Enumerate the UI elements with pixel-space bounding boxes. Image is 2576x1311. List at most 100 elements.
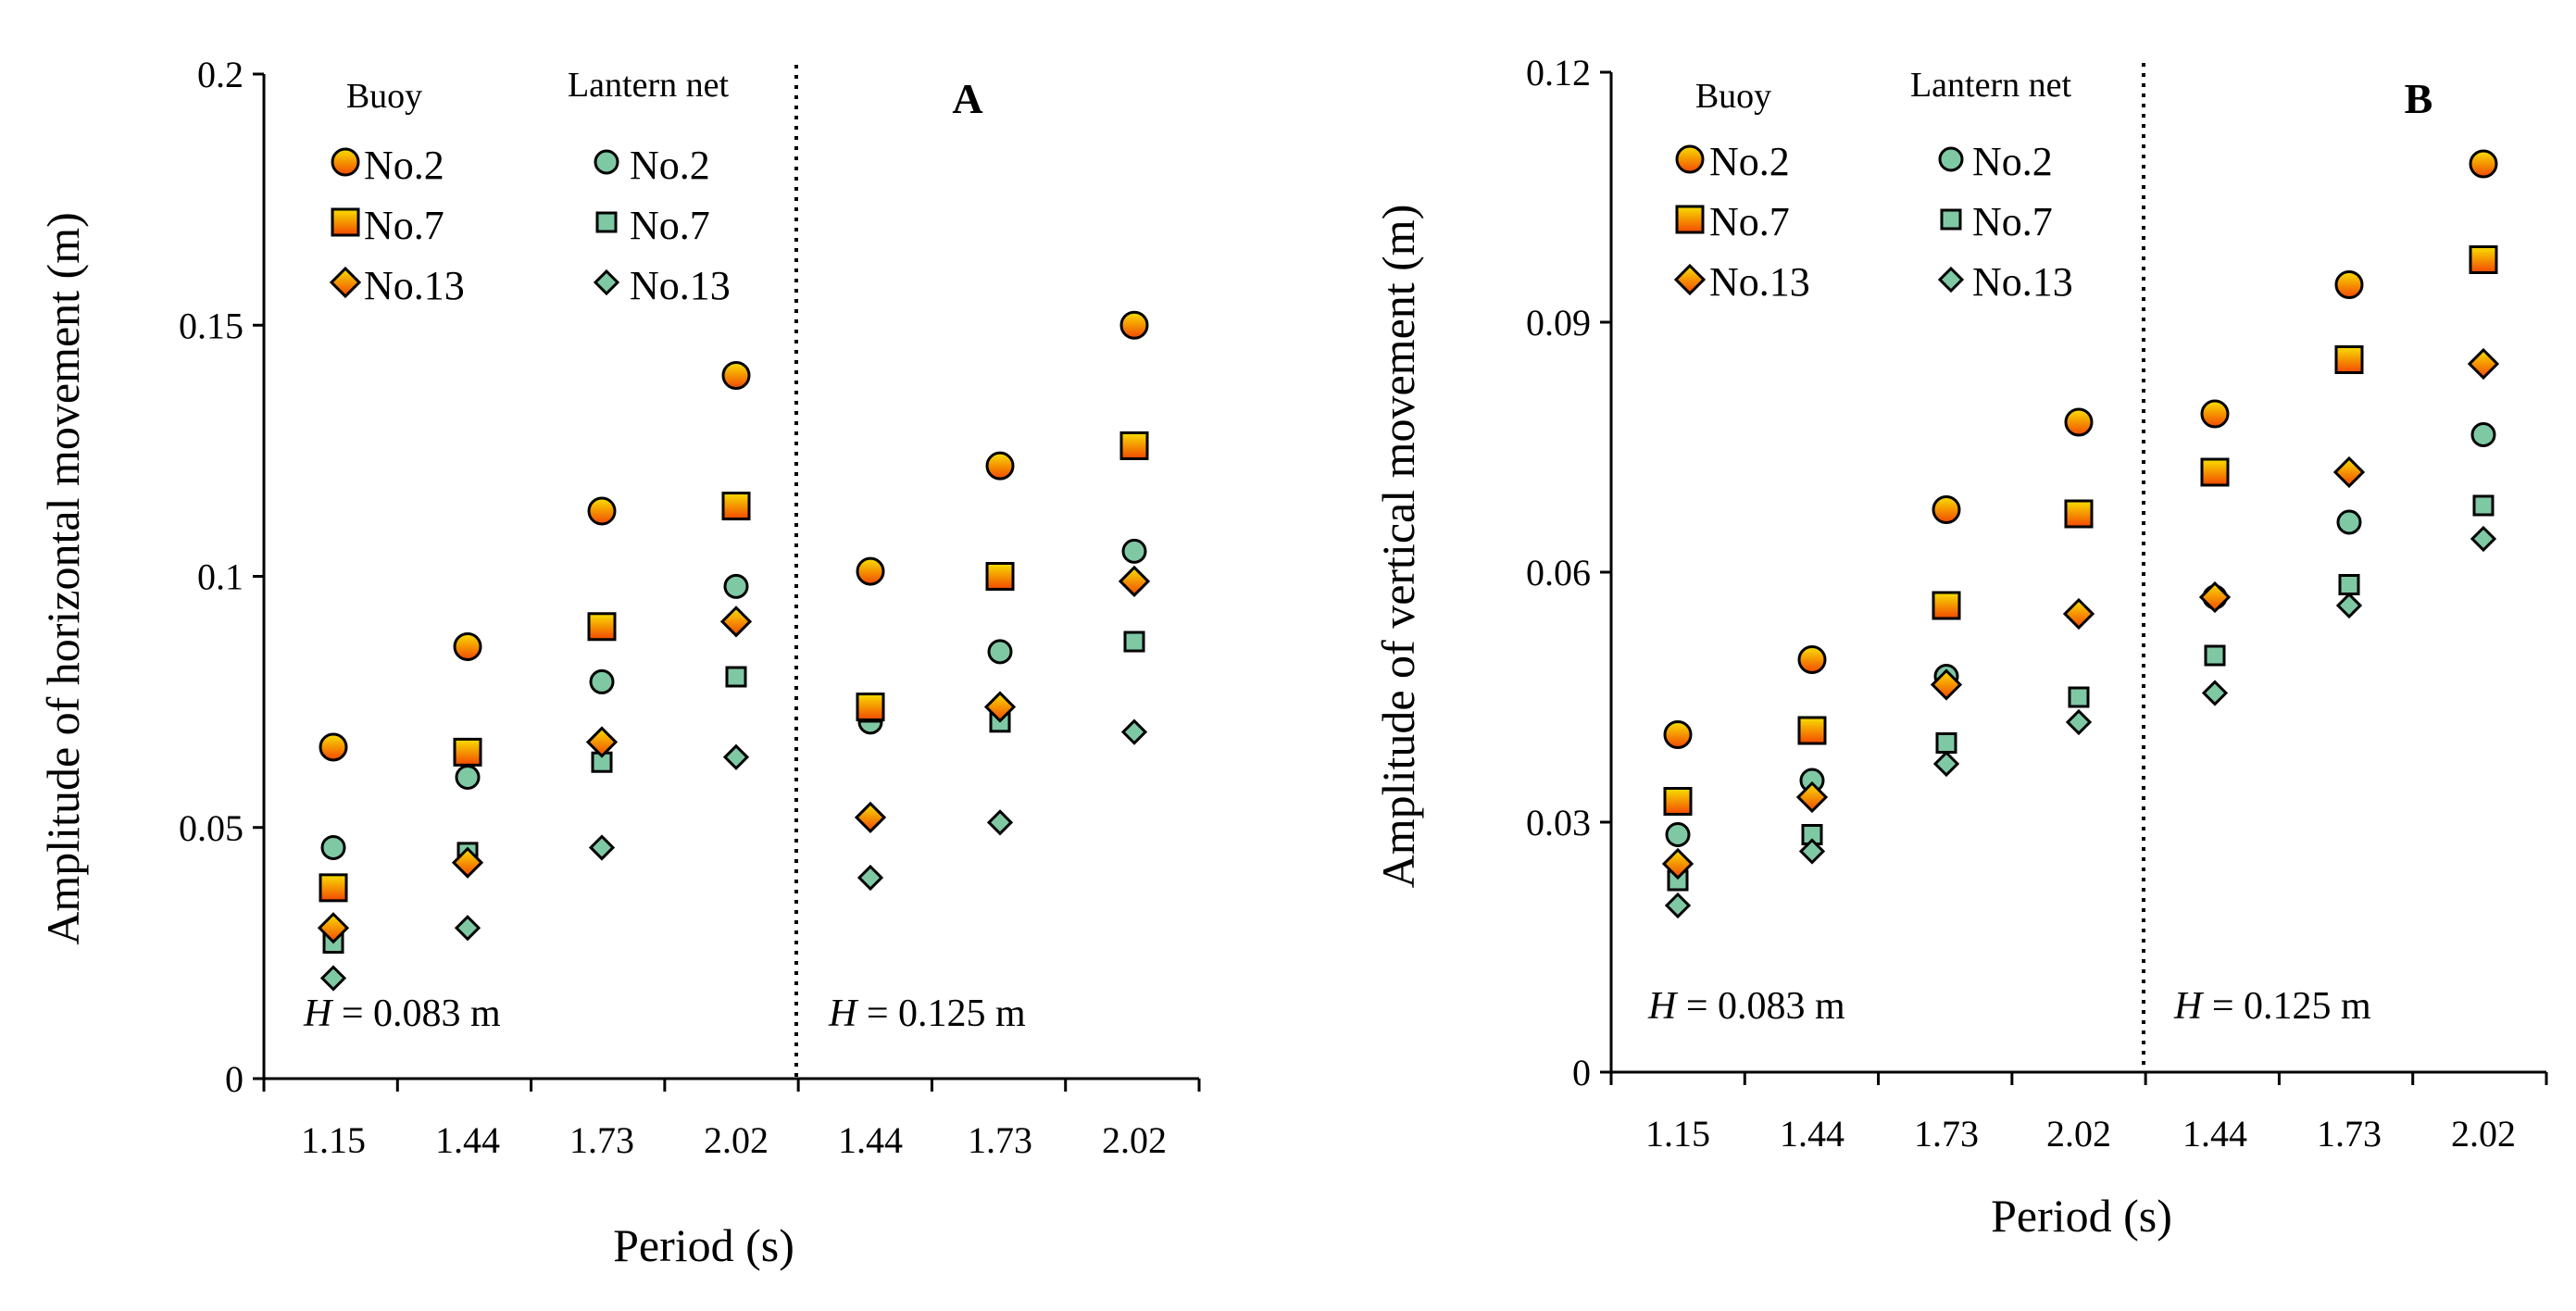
panel-b-y-axis-title: Amplitude of vertical movement (m) xyxy=(1372,205,1424,889)
panel-a-series-buoy-circle xyxy=(319,310,1149,762)
panel-b-point-lantern-square xyxy=(2068,686,2090,708)
panel-a-y-tick-label: 0.15 xyxy=(179,305,244,346)
panel-a-x-tick-label: 1.44 xyxy=(838,1119,903,1161)
panel-a-point-buoy-circle xyxy=(856,556,885,586)
panel-a-point-lantern-circle xyxy=(1121,538,1147,564)
panel-a-x-tick-label: 1.73 xyxy=(968,1119,1032,1161)
panel-b-point-buoy-circle xyxy=(2334,270,2364,299)
panel-a-point-buoy-circle xyxy=(453,631,482,661)
panel-b-x-tick-label: 1.44 xyxy=(2182,1113,2247,1155)
panel-a-condition-2-label: H = 0.125 m xyxy=(828,993,1026,1035)
panel-b-point-lantern-diamond xyxy=(2201,680,2229,706)
panel-b-legend-marker-lantern-square xyxy=(1940,208,1962,231)
panel-a-legend-marker-lantern-circle xyxy=(594,149,619,175)
panel-a-point-lantern-diamond xyxy=(986,809,1014,836)
panel-b-point-lantern-square xyxy=(2204,644,2226,667)
panel-a-point-buoy-square xyxy=(721,492,751,521)
panel-b-legend: No.2 No.7 No.13 No.2 No.7 No.13 xyxy=(1673,139,2073,305)
panel-a-point-lantern-circle xyxy=(320,834,346,860)
panel-a-point-buoy-circle xyxy=(985,451,1015,481)
panel-b-point-lantern-square xyxy=(2338,574,2360,595)
panel-b-point-lantern-square xyxy=(2472,494,2495,517)
panel-a: A Buoy Lantern net No.2 No.7 No.13 No.2 … xyxy=(37,54,1201,1271)
panel-a-letter: A xyxy=(952,75,982,122)
panel-a-legend-marker-buoy-diamond xyxy=(329,266,362,299)
panel-b-point-lantern-diamond xyxy=(1932,750,1960,778)
panel-a-x-tick-label: 1.15 xyxy=(301,1119,366,1161)
panel-b-point-buoy-square xyxy=(2200,457,2230,487)
panel-a-legend-label: No.7 xyxy=(630,203,710,248)
panel-a-y-tick-label: 0 xyxy=(225,1058,244,1100)
panel-a-point-buoy-square xyxy=(453,737,482,767)
panel-b-y-tick-label: 0.09 xyxy=(1526,302,1591,343)
panel-a-point-buoy-diamond xyxy=(317,912,350,944)
panel-b-point-buoy-square xyxy=(2064,499,2094,529)
panel-a-point-lantern-circle xyxy=(589,668,615,694)
condition-value: = 0.125 m xyxy=(2202,985,2371,1028)
panel-b-legend-label: No.13 xyxy=(1972,259,2073,305)
panel-b-point-lantern-diamond xyxy=(2470,525,2497,553)
panel-b-point-buoy-diamond xyxy=(1930,668,1963,701)
panel-b-x-axis-title: Period (s) xyxy=(1991,1190,2172,1242)
panel-b-point-buoy-diamond xyxy=(2332,456,2366,489)
panel-b-point-lantern-diamond xyxy=(1798,838,1826,865)
condition-value: = 0.083 m xyxy=(1676,985,1845,1028)
panel-a-series-lantern-circle xyxy=(320,538,1147,860)
panel-b-point-buoy-circle xyxy=(2469,149,2498,179)
panel-b-x-tick-label: 1.73 xyxy=(1914,1113,1979,1155)
panel-a-point-buoy-circle xyxy=(1119,310,1149,340)
panel-b-point-buoy-diamond xyxy=(1661,847,1694,880)
panel-b-point-buoy-circle xyxy=(2200,399,2230,429)
panel-b-x-tick-label: 2.02 xyxy=(2451,1113,2516,1155)
panel-a-point-lantern-circle xyxy=(987,639,1013,665)
panel-a-point-buoy-circle xyxy=(721,361,751,390)
panel-a-point-lantern-diamond xyxy=(857,864,884,892)
panel-b-point-lantern-diamond xyxy=(2065,708,2093,736)
panel-b-point-buoy-circle xyxy=(1932,495,1961,524)
panel-b-series-lantern-diamond xyxy=(1664,525,2497,919)
panel-b-legend-buoy-heading: Buoy xyxy=(1695,77,1771,116)
panel-b-legend-marker-lantern-circle xyxy=(1938,146,1964,172)
panel-a-point-lantern-circle xyxy=(723,573,749,599)
panel-a-legend-marker-buoy-square xyxy=(331,207,360,237)
panel-b-letter: B xyxy=(2405,75,2433,122)
panel-a-point-lantern-diamond xyxy=(588,834,616,861)
panel-a-legend-lantern-heading: Lantern net xyxy=(568,66,730,105)
panel-a-point-buoy-circle xyxy=(319,732,348,762)
panel-a-x-axis-title: Period (s) xyxy=(613,1219,794,1271)
panel-b-legend-label: No.2 xyxy=(1709,139,1790,184)
panel-a-point-buoy-square xyxy=(1119,431,1149,460)
panel-a-point-buoy-square xyxy=(856,693,885,722)
panel-b-legend-marker-buoy-diamond xyxy=(1673,263,1707,296)
panel-b-series-lantern-circle xyxy=(1665,409,2496,847)
panel-a-point-buoy-diamond xyxy=(719,606,753,638)
panel-b-point-buoy-square xyxy=(2334,345,2364,374)
panel-a-series-buoy-diamond xyxy=(317,565,1151,944)
panel-a-point-lantern-diamond xyxy=(722,743,750,770)
panel-b-point-buoy-square xyxy=(1797,716,1827,745)
panel-a-series-buoy-square xyxy=(319,431,1149,903)
panel-a-legend-marker-lantern-square xyxy=(595,211,618,233)
panel-b-x-tick-label: 1.44 xyxy=(1780,1113,1844,1155)
panel-a-x-tick-label: 2.02 xyxy=(704,1119,769,1161)
panel-a-condition-1-label: H = 0.083 m xyxy=(303,993,501,1035)
panel-b-legend-marker-buoy-circle xyxy=(1675,144,1705,174)
panel-b-y-tick-label: 0.03 xyxy=(1526,802,1591,843)
panel-a-point-buoy-diamond xyxy=(585,726,619,758)
panel-a-legend-label: No.7 xyxy=(364,203,444,248)
panel-a-point-buoy-diamond xyxy=(1118,565,1151,598)
panel-a-point-lantern-diamond xyxy=(1120,718,1148,745)
panel-b-point-buoy-diamond xyxy=(2467,347,2500,381)
panel-a-series-lantern-square xyxy=(322,631,1145,955)
panel-a-point-lantern-diamond xyxy=(319,965,347,992)
panel-b: B Buoy Lantern net No.2 No.7 No.13 No.2 … xyxy=(1372,52,2548,1242)
panel-b-legend-label: No.2 xyxy=(1972,139,2053,184)
panel-b-x-tick-label: 2.02 xyxy=(2046,1113,2111,1155)
condition-value: = 0.125 m xyxy=(857,993,1026,1035)
panel-a-point-buoy-diamond xyxy=(854,801,887,834)
panel-a-legend: No.2 No.7 No.13 No.2 No.7 No.13 xyxy=(329,143,731,308)
panel-a-y-tick-label: 0.05 xyxy=(179,807,244,849)
panel-b-point-lantern-square xyxy=(1935,732,1957,754)
panel-a-legend-label: No.2 xyxy=(630,143,710,188)
